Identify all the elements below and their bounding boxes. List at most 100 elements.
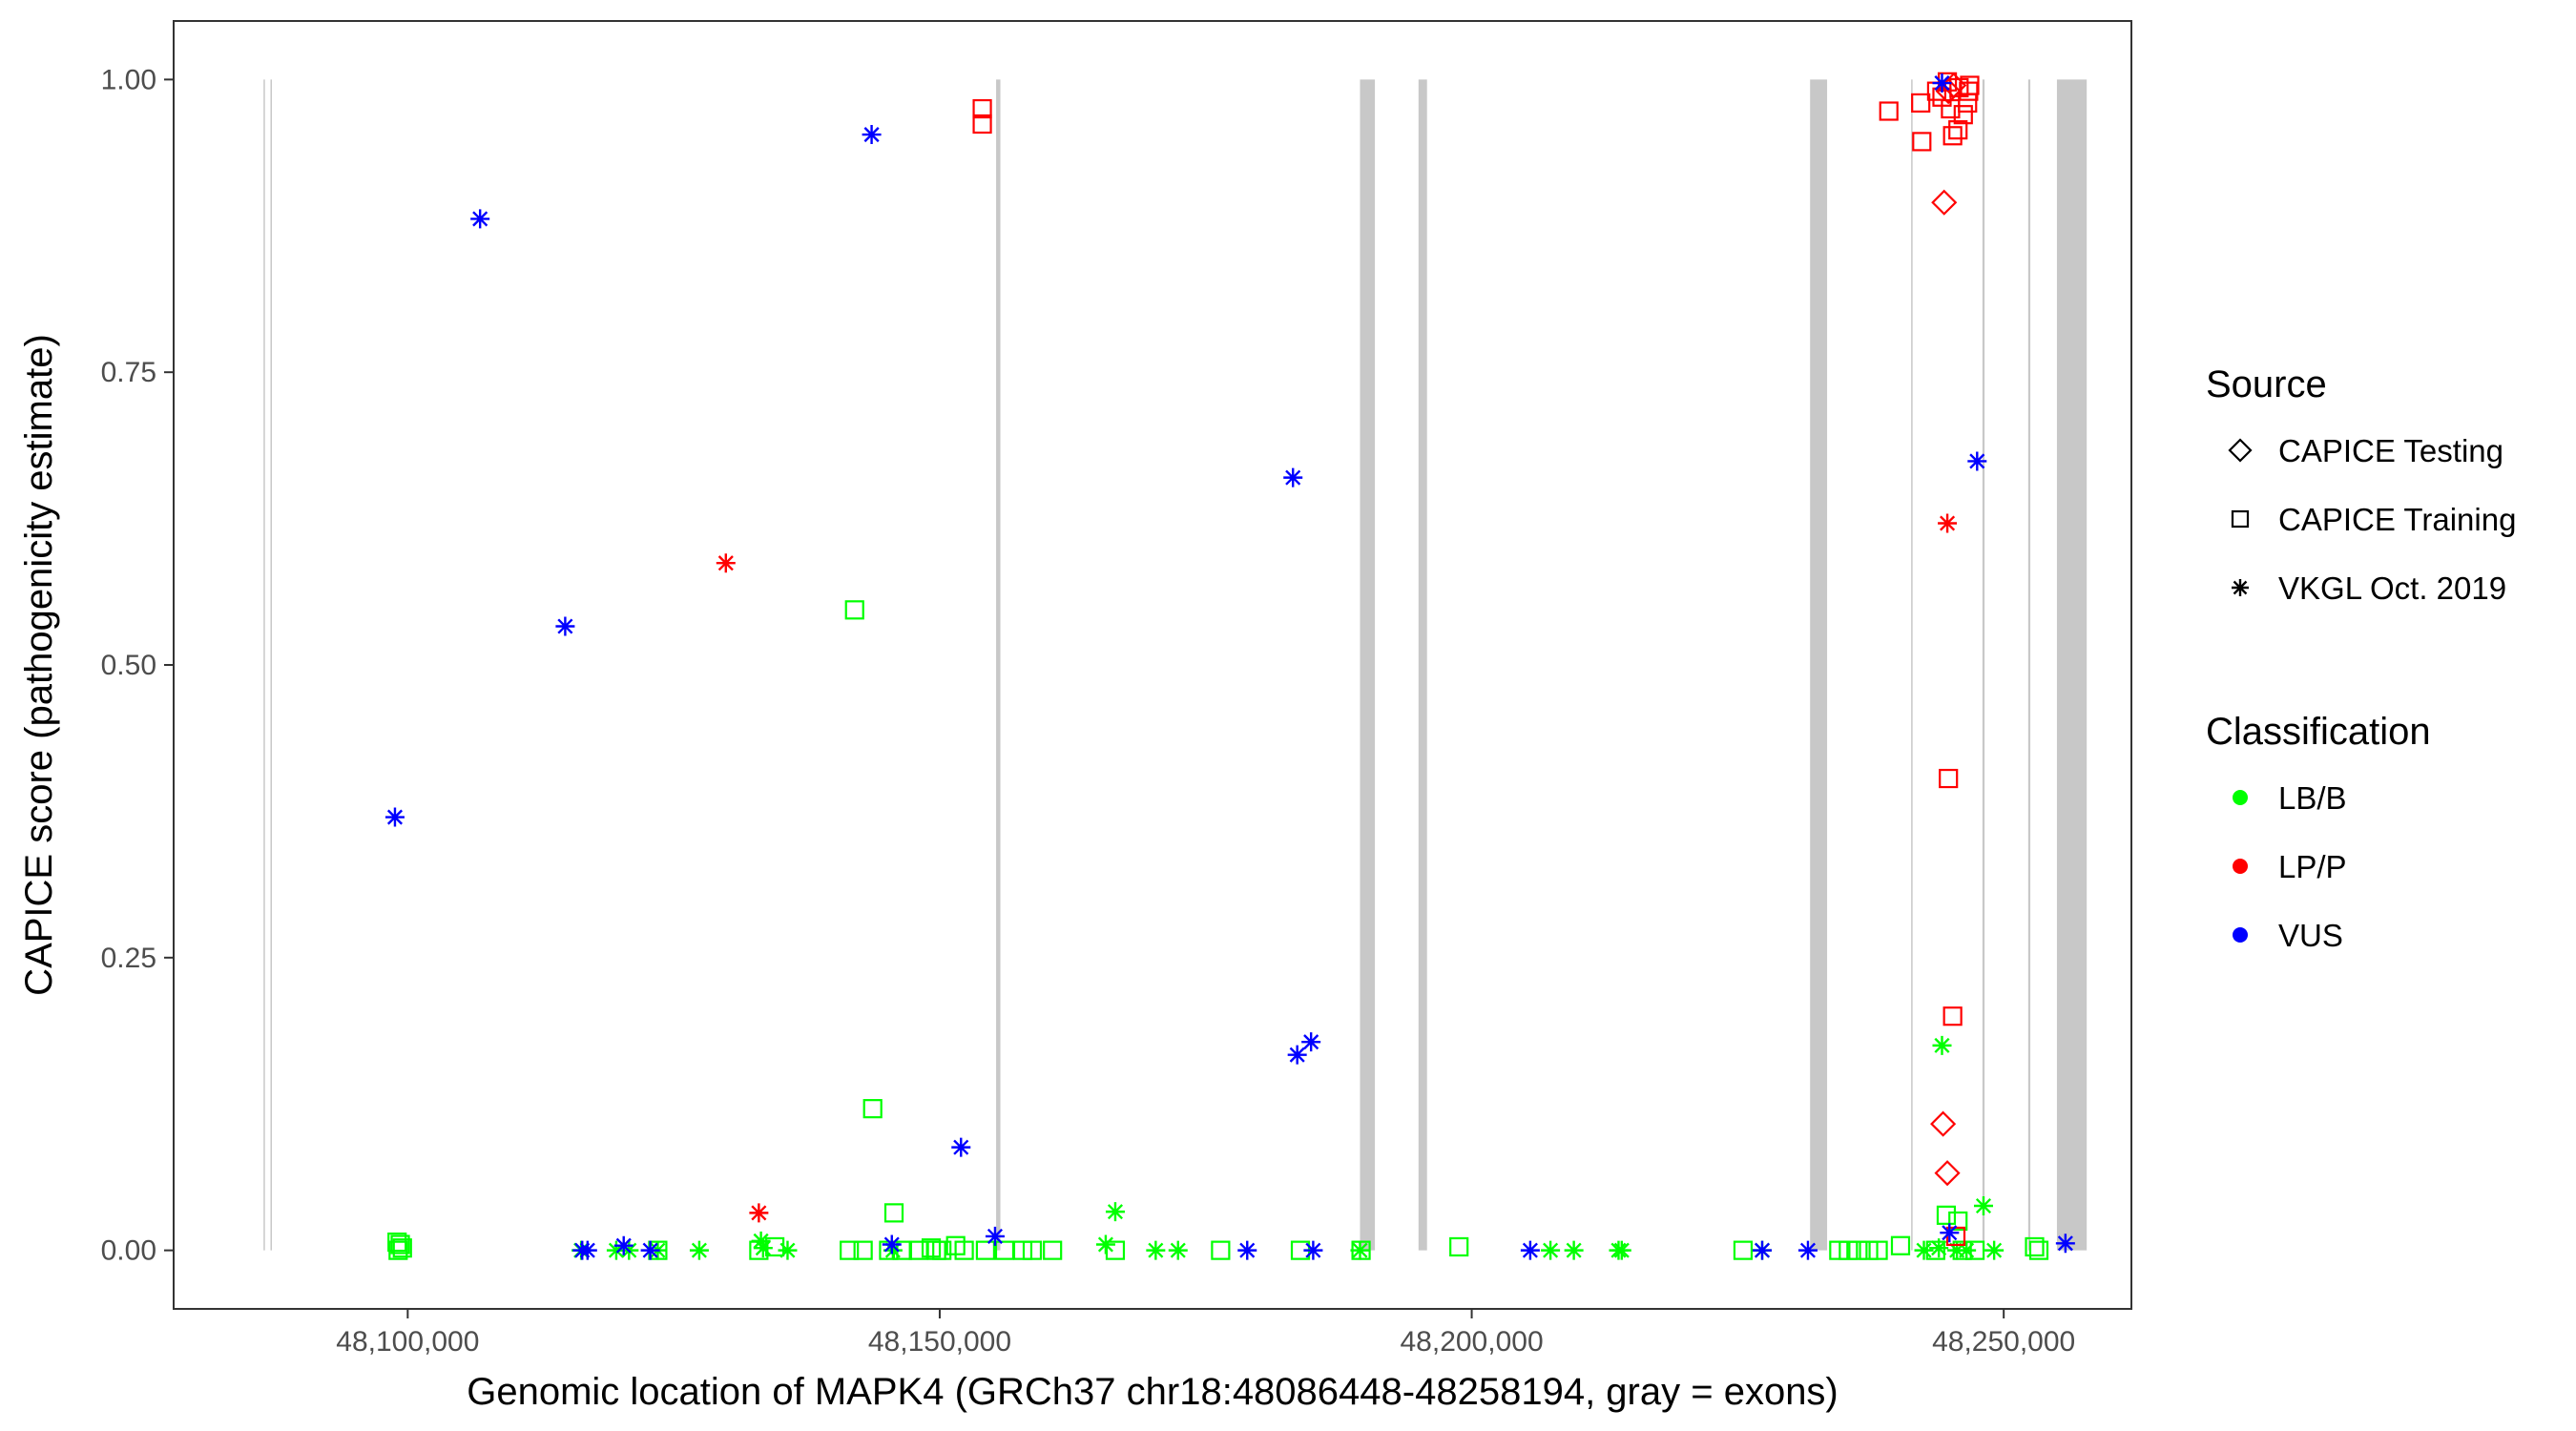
point-capice-training-lp-p xyxy=(1959,81,1979,101)
point-capice-training-lb-b xyxy=(390,1234,410,1255)
point-capice-training-lb-b xyxy=(1211,1240,1231,1260)
point-vkgl-oct-2019-vus xyxy=(1303,1240,1323,1260)
point-capice-training-lp-p xyxy=(972,114,992,135)
point-capice-training-lb-b xyxy=(1043,1240,1063,1260)
point-vkgl-oct-2019-lb-b xyxy=(1947,1240,1967,1260)
x-tick-label: 48,250,000 xyxy=(1932,1326,2075,1358)
point-vkgl-oct-2019-lb-b xyxy=(1564,1240,1584,1260)
point-vkgl-oct-2019-lb-b xyxy=(689,1240,709,1260)
legend-label: VUS xyxy=(2278,918,2343,953)
point-capice-testing-lp-p xyxy=(1934,1160,1961,1187)
legend-key-dot-icon xyxy=(2233,927,2248,943)
legend-key-square-icon xyxy=(2231,509,2250,529)
point-capice-training-lb-b xyxy=(1449,1236,1469,1257)
point-vkgl-oct-2019-lb-b xyxy=(778,1240,798,1260)
point-vkgl-oct-2019-vus xyxy=(951,1137,971,1157)
legend-key-dot-icon xyxy=(2233,859,2248,874)
point-capice-testing-lp-p xyxy=(1931,189,1958,216)
legend: Source CAPICE Testing CAPICE Training VKGL … xyxy=(2206,363,2516,953)
point-vkgl-oct-2019-lb-b xyxy=(1611,1240,1631,1260)
legend-title-source: Source xyxy=(2206,363,2327,405)
legend-label: LP/P xyxy=(2278,849,2347,884)
point-vkgl-oct-2019-vus xyxy=(1301,1032,1321,1052)
point-capice-training-lb-b xyxy=(1022,1240,1043,1260)
point-capice-training-lb-b xyxy=(2025,1236,2045,1257)
y-axis: 0.00 0.25 0.50 0.75 1.00 xyxy=(101,64,174,1267)
point-vkgl-oct-2019-lp-p xyxy=(1938,513,1958,533)
exon-band-8 xyxy=(2027,79,2031,1251)
y-tick-label: 0.25 xyxy=(101,943,156,974)
point-vkgl-oct-2019-vus xyxy=(577,1240,597,1260)
point-capice-training-lp-p xyxy=(1958,93,1978,114)
point-vkgl-oct-2019-lb-b xyxy=(751,1231,771,1251)
point-vkgl-oct-2019-vus xyxy=(1797,1240,1818,1260)
point-vkgl-oct-2019-lp-p xyxy=(716,553,736,573)
x-axis-title: Genomic location of MAPK4 (GRCh37 chr18:… xyxy=(467,1371,1839,1413)
point-vkgl-oct-2019-vus xyxy=(1940,1223,1960,1243)
point-capice-training-lb-b xyxy=(921,1238,942,1258)
point-vkgl-oct-2019-lb-b xyxy=(1957,1240,1977,1260)
point-capice-training-lb-b xyxy=(1948,1211,1968,1232)
point-capice-training-lb-b xyxy=(1868,1240,1888,1260)
point-vkgl-oct-2019-vus xyxy=(862,125,882,145)
legend-key-asterisk-icon xyxy=(2232,579,2249,596)
point-capice-training-lb-b xyxy=(853,1240,873,1260)
point-vkgl-oct-2019-vus xyxy=(640,1240,660,1260)
point-capice-training-lp-p xyxy=(1942,1006,1963,1027)
point-vkgl-oct-2019-lb-b xyxy=(1914,1240,1934,1260)
point-vkgl-oct-2019-vus xyxy=(470,209,490,229)
x-tick-label: 48,150,000 xyxy=(868,1326,1011,1358)
point-capice-training-lb-b xyxy=(392,1238,412,1258)
legend-label: CAPICE Training xyxy=(2278,502,2516,537)
point-capice-testing-lp-p xyxy=(1930,1110,1957,1137)
point-vkgl-oct-2019-lb-b xyxy=(1973,1196,1993,1215)
point-capice-training-lp-p xyxy=(1939,768,1959,789)
plot-panel-border xyxy=(173,20,2132,1310)
point-capice-training-lp-p xyxy=(972,98,992,119)
legend-label: CAPICE Testing xyxy=(2278,433,2503,468)
y-tick-label: 0.75 xyxy=(101,357,156,388)
point-vkgl-oct-2019-lb-b xyxy=(1929,1238,1949,1258)
exon-band-6 xyxy=(1911,79,1913,1251)
point-vkgl-oct-2019-vus xyxy=(384,807,405,827)
point-capice-training-lb-b xyxy=(954,1240,974,1260)
point-capice-training-lb-b xyxy=(1733,1240,1754,1260)
point-vkgl-oct-2019-lb-b xyxy=(606,1240,626,1260)
point-capice-training-lb-b xyxy=(2028,1240,2049,1260)
exon-band-7 xyxy=(1982,79,1985,1251)
y-tick-label: 1.00 xyxy=(101,64,156,95)
exon-band-2 xyxy=(996,79,1001,1251)
point-vkgl-oct-2019-lb-b xyxy=(1095,1234,1115,1255)
point-capice-training-lp-p xyxy=(1911,93,1931,114)
exon-band-4 xyxy=(1418,79,1427,1251)
exon-band-1 xyxy=(270,79,272,1251)
legend-label: VKGL Oct. 2019 xyxy=(2278,570,2506,606)
point-capice-training-lp-p xyxy=(1948,120,1968,140)
data-points xyxy=(384,72,2075,1260)
point-vkgl-oct-2019-vus xyxy=(1753,1240,1773,1260)
x-tick-label: 48,200,000 xyxy=(1400,1326,1543,1358)
point-vkgl-oct-2019-vus xyxy=(1967,451,1987,471)
point-capice-training-lb-b xyxy=(975,1240,996,1260)
point-capice-training-lb-b xyxy=(844,600,864,620)
point-capice-training-lp-p xyxy=(1879,101,1899,121)
point-vkgl-oct-2019-vus xyxy=(1287,1045,1307,1065)
point-vkgl-oct-2019-lb-b xyxy=(1350,1240,1370,1260)
y-axis-title: CAPICE score (pathogenicity estimate) xyxy=(18,334,60,996)
point-capice-training-lb-b xyxy=(862,1099,883,1119)
point-vkgl-oct-2019-lb-b xyxy=(1168,1240,1188,1260)
point-vkgl-oct-2019-vus xyxy=(985,1226,1005,1246)
x-tick-label: 48,100,000 xyxy=(336,1326,479,1358)
point-vkgl-oct-2019-lb-b xyxy=(1932,1035,1952,1055)
point-vkgl-oct-2019-vus xyxy=(1237,1240,1257,1260)
exon-band-0 xyxy=(263,79,265,1251)
point-vkgl-oct-2019-vus xyxy=(555,616,575,636)
point-vkgl-oct-2019-vus xyxy=(1520,1240,1540,1260)
point-capice-training-lp-p xyxy=(1953,105,1973,125)
exon-band-3 xyxy=(1360,79,1376,1251)
legend-key-dot-icon xyxy=(2233,790,2248,805)
point-vkgl-oct-2019-lb-b xyxy=(1984,1240,2005,1260)
point-vkgl-oct-2019-lb-b xyxy=(1146,1240,1166,1260)
point-capice-training-lp-p xyxy=(1942,126,1963,146)
